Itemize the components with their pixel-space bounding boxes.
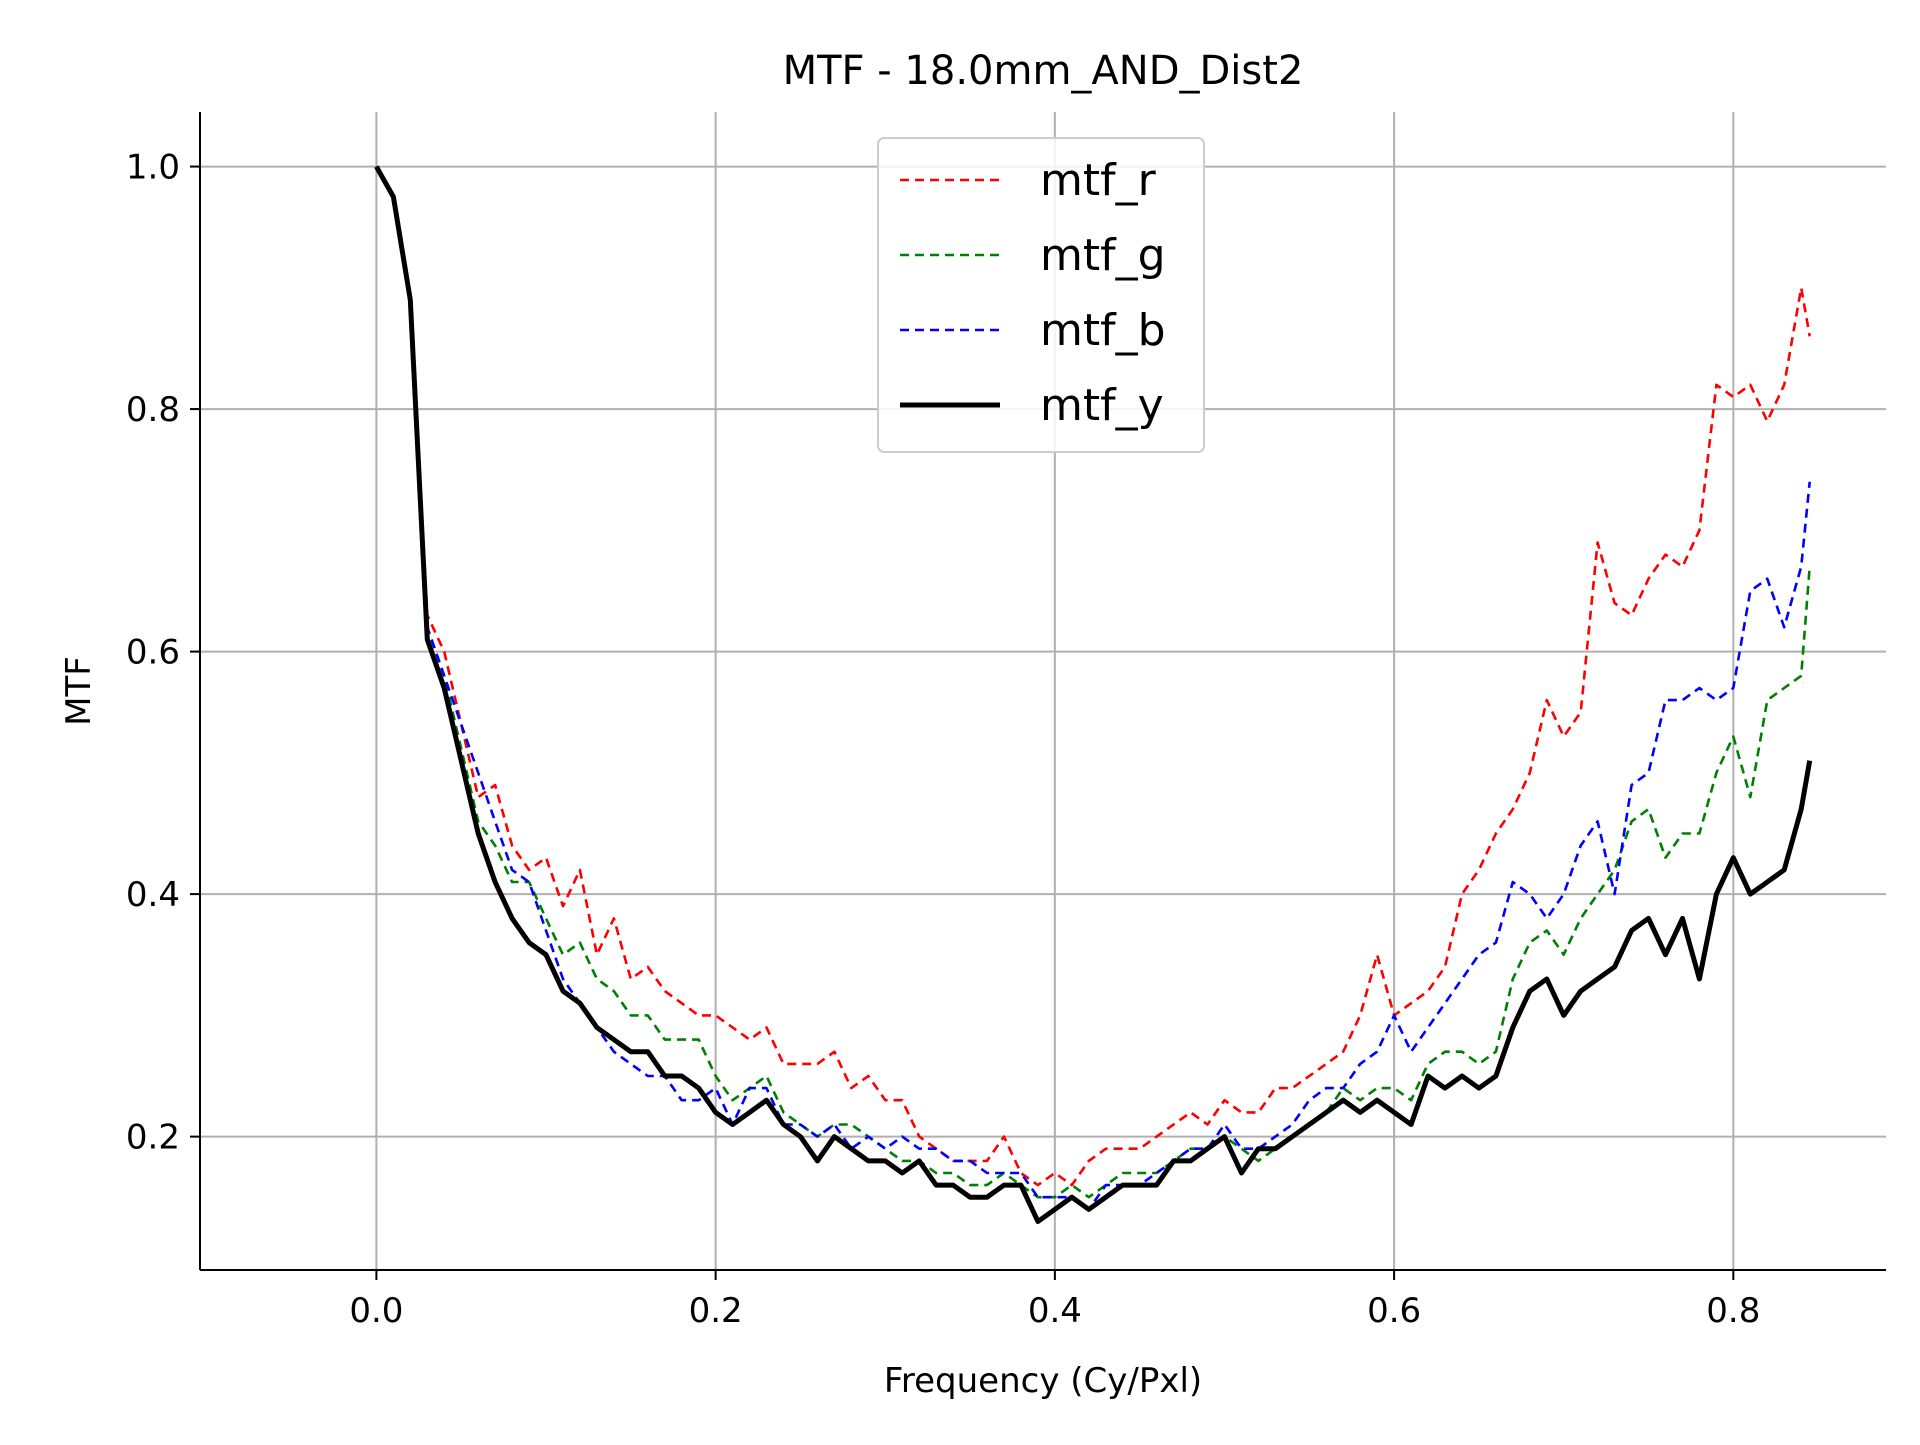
y-tick-label: 0.6 bbox=[126, 633, 180, 673]
chart-title: MTF - 18.0mm_AND_Dist2 bbox=[783, 48, 1304, 94]
series-line-mtf-y bbox=[374, 165, 1813, 1224]
x-tick-label: 0.2 bbox=[689, 1291, 743, 1331]
x-axis-label: Frequency (Cy/Pxl) bbox=[884, 1361, 1202, 1401]
legend-label-mtf-b: mtf_b bbox=[1040, 305, 1166, 356]
series-line-mtf-r bbox=[375, 165, 1811, 1187]
y-tick-label: 0.4 bbox=[126, 875, 180, 915]
axes: 0.0 0.2 0.4 0.6 0.8 0.2 0.4 0.6 0.8 1.0 bbox=[126, 112, 1886, 1331]
legend-label-mtf-r: mtf_r bbox=[1040, 155, 1157, 206]
series-line-mtf-b bbox=[375, 165, 1811, 1211]
legend-box bbox=[877, 137, 1205, 453]
y-axis-label: MTF bbox=[59, 656, 99, 726]
series-layer bbox=[374, 165, 1813, 1224]
x-tick-label: 0.8 bbox=[1706, 1291, 1760, 1331]
x-tick-label: 0.4 bbox=[1028, 1291, 1082, 1331]
x-tick-label: 0.6 bbox=[1367, 1291, 1421, 1331]
y-tick-label: 1.0 bbox=[126, 148, 180, 188]
y-tick-label: 0.8 bbox=[126, 390, 180, 430]
series-line-mtf-g bbox=[375, 165, 1811, 1199]
x-tick-label: 0.0 bbox=[349, 1291, 403, 1331]
legend-label-mtf-g: mtf_g bbox=[1040, 230, 1166, 281]
y-tick-label: 0.2 bbox=[126, 1118, 180, 1158]
legend: mtf_r mtf_g mtf_b mtf_y bbox=[877, 137, 1205, 453]
legend-label-mtf-y: mtf_y bbox=[1040, 380, 1164, 431]
